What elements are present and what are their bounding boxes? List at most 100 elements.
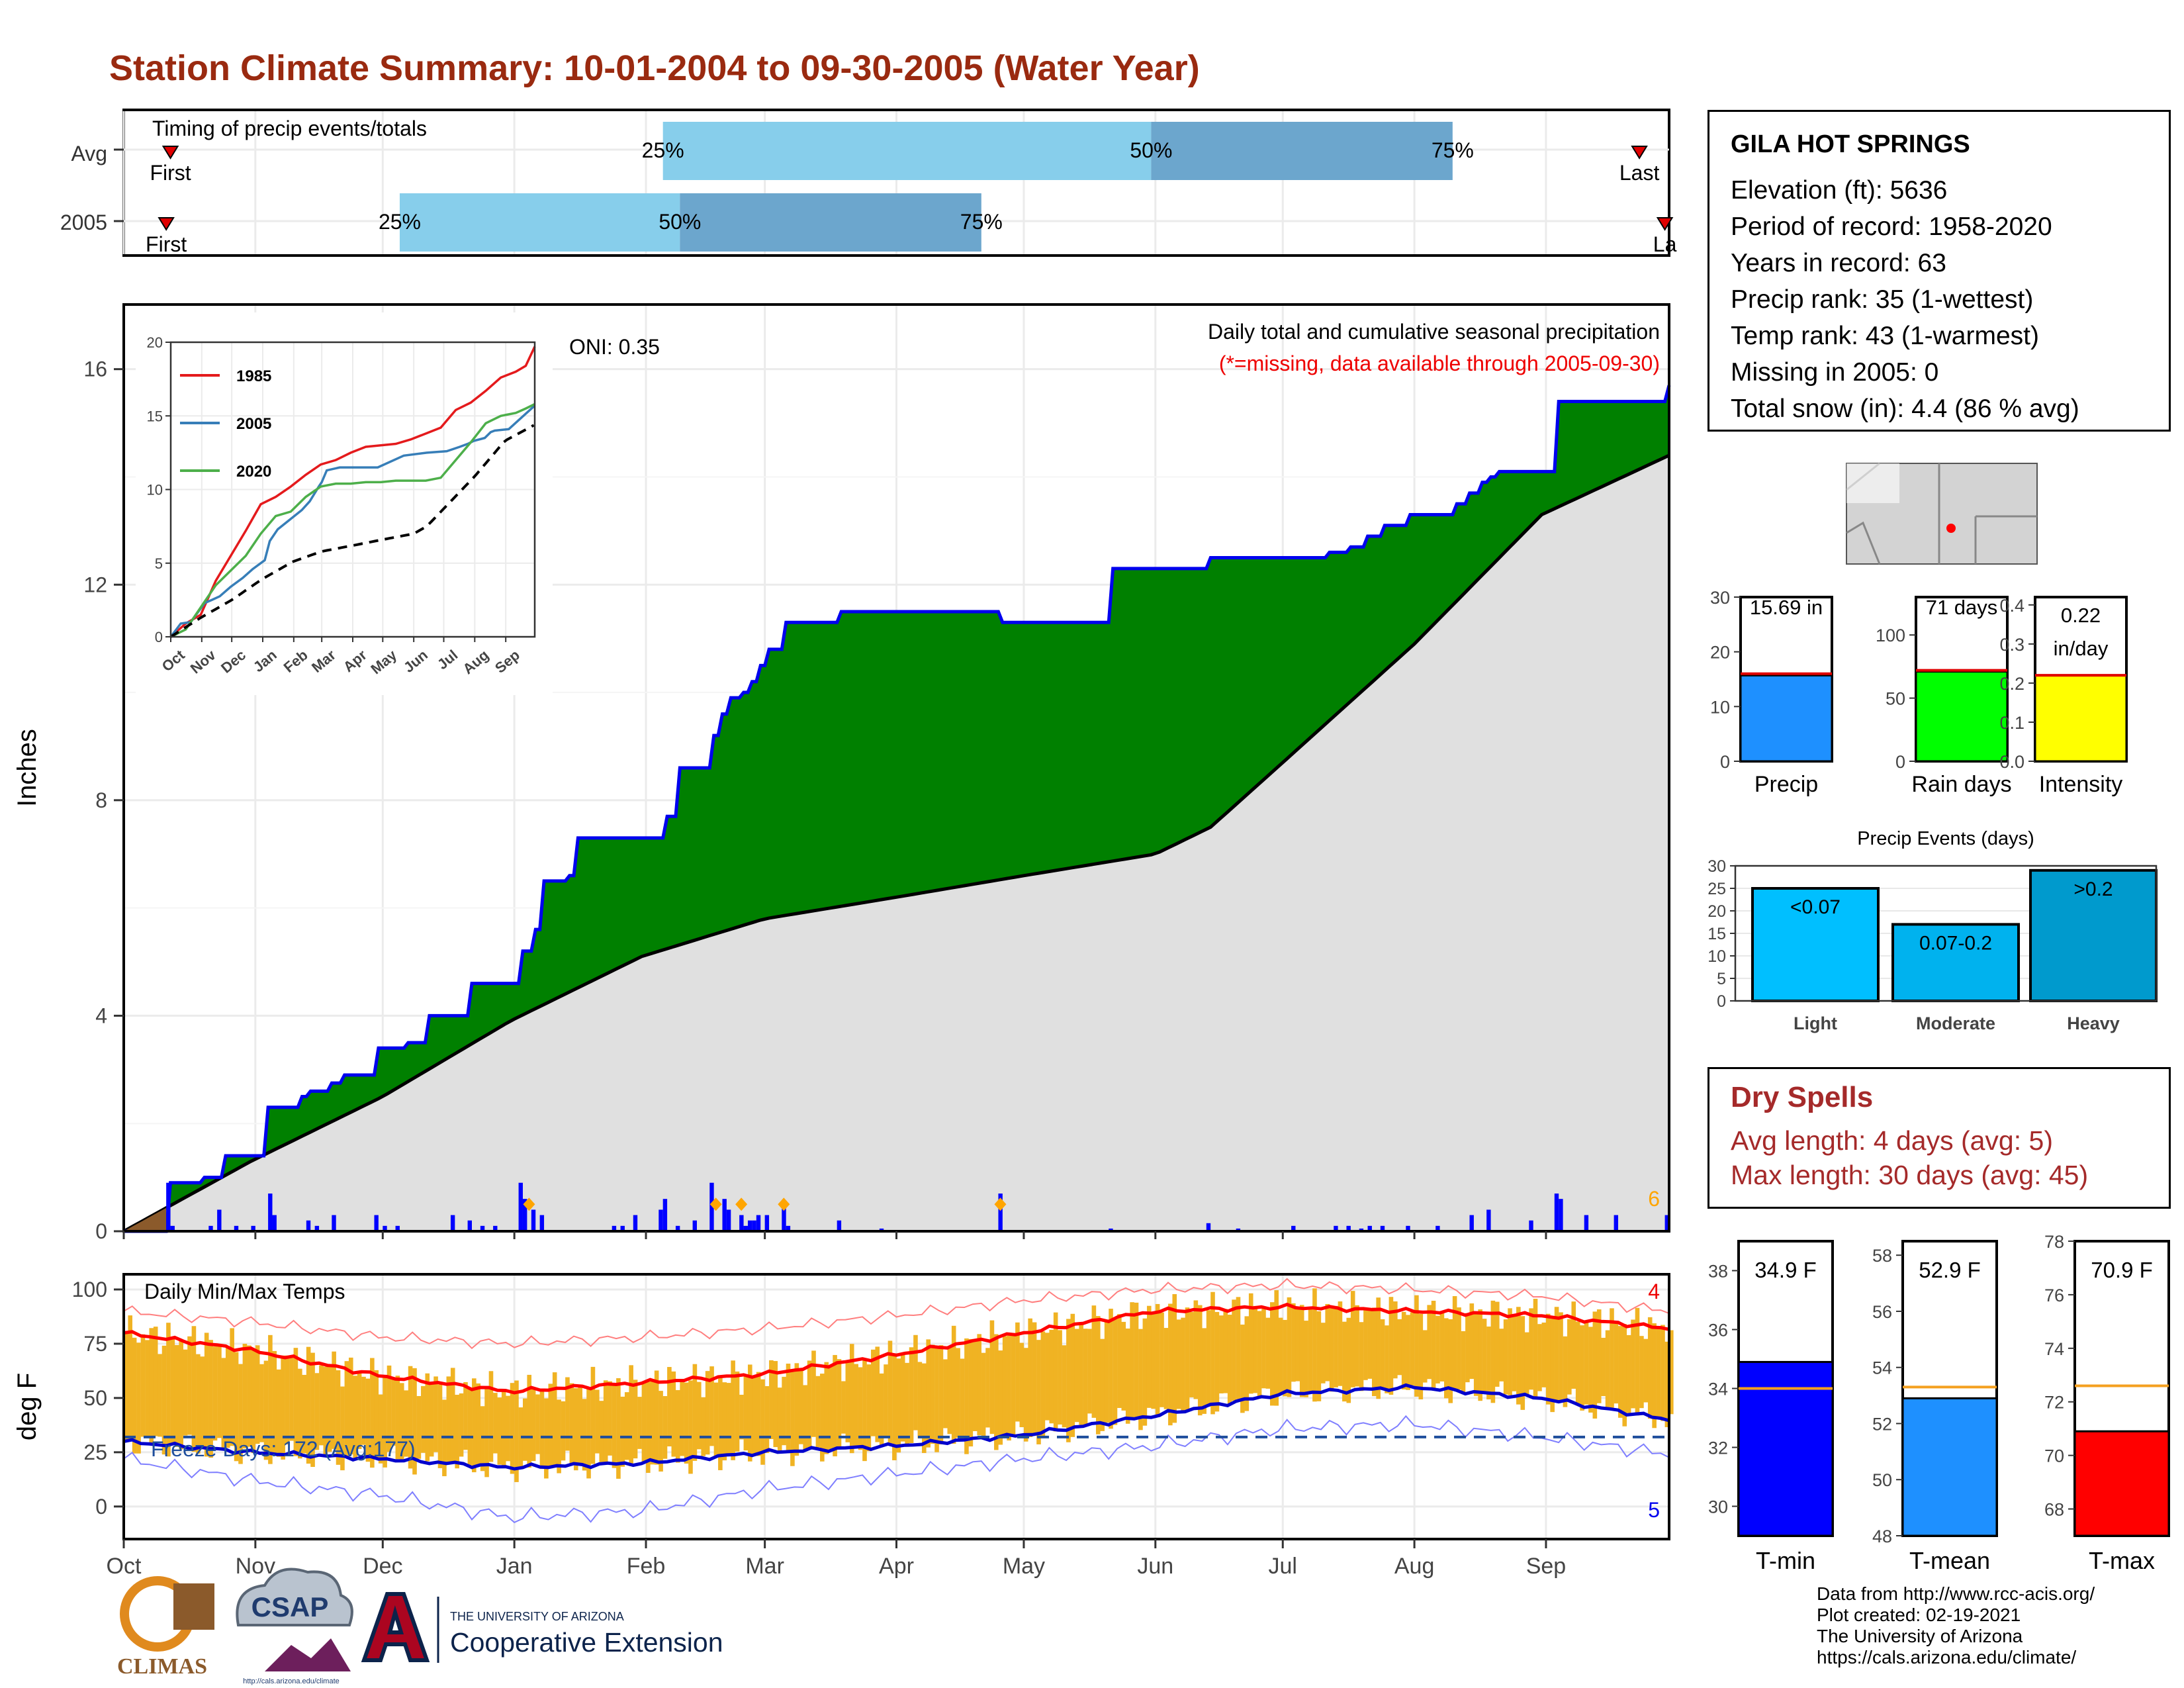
totals-y-tick-label: 10 xyxy=(1710,697,1730,717)
temp-summary-y-tick-label: 50 xyxy=(1872,1470,1892,1490)
daily-temp-range-bar xyxy=(989,1320,995,1434)
timing-q50-q75-bar xyxy=(1151,122,1453,180)
daily-temp-range-bar xyxy=(917,1362,923,1439)
daily-precip-bar xyxy=(234,1225,239,1231)
precip-chart-subtitle: (*=missing, data available through 2005-… xyxy=(1219,352,1660,375)
daily-precip-bar xyxy=(1406,1225,1410,1231)
inset-y-tick-label: 15 xyxy=(147,408,163,424)
daily-temp-range-bar xyxy=(590,1366,596,1464)
daily-temp-range-bar xyxy=(782,1376,786,1446)
daily-temp-range-bar xyxy=(1486,1326,1491,1399)
intensity-unit-label: in/day xyxy=(2054,637,2109,660)
daily-precip-bar xyxy=(879,1228,884,1231)
daily-temp-range-bar xyxy=(459,1393,464,1457)
daily-temp-range-bar xyxy=(1575,1321,1580,1405)
daily-temp-range-bar xyxy=(994,1334,999,1450)
temp-summary-y-tick-label: 38 xyxy=(1708,1262,1728,1282)
daily-temp-range-bar xyxy=(319,1365,324,1446)
daily-temp-range-bar xyxy=(739,1394,744,1440)
daily-temp-range-bar xyxy=(1261,1307,1266,1389)
oni-label: ONI: 0.35 xyxy=(569,335,660,359)
daily-temp-range-bar xyxy=(752,1376,756,1455)
climas-wordmark: CLIMAS xyxy=(117,1654,207,1679)
daily-temp-range-bar xyxy=(1011,1333,1016,1437)
daily-temp-range-bar xyxy=(972,1339,978,1431)
events-bar-label: >0.2 xyxy=(2073,878,2113,900)
daily-temp-range-bar xyxy=(709,1366,714,1446)
daily-temp-range-bar xyxy=(1508,1308,1512,1395)
daily-temp-range-bar xyxy=(1299,1305,1304,1397)
daily-temp-range-bar xyxy=(408,1366,413,1469)
daily-temp-range-bar xyxy=(174,1344,179,1447)
daily-temp-range-bar xyxy=(837,1359,842,1448)
timing-quartile-label: 50% xyxy=(1130,138,1172,162)
daily-temp-range-bar xyxy=(849,1344,854,1454)
daily-precip-bar xyxy=(659,1209,663,1231)
daily-temp-range-bar xyxy=(1291,1303,1296,1382)
daily-temp-range-bar xyxy=(833,1354,837,1457)
daily-temp-range-bar xyxy=(353,1376,358,1460)
daily-temp-range-bar xyxy=(968,1338,974,1447)
daily-temp-range-bar xyxy=(1160,1312,1164,1407)
daily-temp-range-bar xyxy=(811,1350,816,1437)
daily-temp-range-bar xyxy=(981,1352,986,1438)
daily-temp-range-bar xyxy=(501,1389,506,1467)
temp-summary-category-label: T-max xyxy=(2089,1547,2155,1574)
daily-temp-range-bar xyxy=(1614,1321,1619,1404)
daily-temp-range-bar xyxy=(659,1391,663,1472)
daily-precip-bar xyxy=(1346,1225,1351,1231)
daily-temp-range-bar xyxy=(798,1370,803,1444)
daily-temp-range-bar xyxy=(293,1348,298,1456)
daily-precip-bar xyxy=(692,1220,697,1231)
temp-y-tick-label: 0 xyxy=(95,1495,107,1519)
station-info-box: GILA HOT SPRINGS Elevation (ft): 5636 Pe… xyxy=(1707,110,2171,432)
daily-temp-range-bar xyxy=(637,1397,642,1449)
daily-precip-bar xyxy=(1380,1225,1385,1231)
daily-temp-range-bar xyxy=(1524,1332,1529,1395)
station-precip-rank: Precip rank: 35 (1-wettest) xyxy=(1731,285,2034,314)
daily-precip-bar xyxy=(251,1225,255,1231)
daily-temp-range-bar xyxy=(616,1378,621,1479)
daily-precip-bar xyxy=(739,1215,744,1231)
daily-temp-range-bar xyxy=(361,1376,366,1445)
daily-temp-range-bar xyxy=(1605,1330,1610,1408)
precip-y-tick-label: 0 xyxy=(95,1219,107,1243)
daily-temp-range-bar xyxy=(230,1328,234,1446)
daily-temp-range-bar xyxy=(208,1340,213,1458)
csap-wordmark: CSAP xyxy=(251,1591,329,1622)
daily-temp-range-bar xyxy=(1444,1318,1449,1399)
daily-temp-range-bar xyxy=(1287,1297,1292,1397)
daily-temp-range-bar xyxy=(1461,1331,1466,1395)
snow-marker xyxy=(735,1197,748,1211)
daily-temp-range-bar xyxy=(1639,1336,1644,1409)
daily-temp-range-bar xyxy=(544,1398,549,1479)
avg-tmin-line xyxy=(123,1383,1670,1471)
daily-temp-range-bar xyxy=(1066,1319,1071,1442)
temp-summary-y-tick-label: 78 xyxy=(2044,1232,2064,1252)
totals-y-tick-label: 0.0 xyxy=(1999,752,2025,772)
daily-temp-range-bar xyxy=(1109,1308,1113,1429)
daily-precip-bar xyxy=(1435,1225,1440,1231)
daily-precip-bar xyxy=(332,1215,336,1231)
daily-precip-bar xyxy=(395,1225,400,1231)
daily-temp-range-bar xyxy=(1618,1326,1623,1418)
daily-precip-bar xyxy=(1664,1215,1669,1231)
daily-temp-range-bar xyxy=(956,1348,960,1438)
daily-temp-range-bar xyxy=(387,1365,392,1452)
daily-temp-range-bar xyxy=(136,1342,141,1454)
daily-temp-range-bar xyxy=(1223,1309,1228,1393)
map-corner xyxy=(1846,463,1899,503)
snow-marker xyxy=(709,1197,722,1211)
daily-temp-range-bar xyxy=(1244,1316,1250,1411)
daily-temp-range-bar xyxy=(1265,1317,1271,1389)
daily-temp-range-bar xyxy=(1346,1317,1351,1403)
daily-temp-range-bar xyxy=(1661,1325,1665,1421)
daily-temp-range-bar xyxy=(1130,1302,1134,1421)
daily-precip-bar xyxy=(620,1225,625,1231)
precip-corner-label: 6 xyxy=(1648,1187,1660,1211)
daily-temp-range-bar xyxy=(1550,1319,1555,1413)
daily-temp-range-bar xyxy=(1197,1305,1203,1416)
daily-temp-range-bar xyxy=(1478,1309,1482,1401)
csap-cloud xyxy=(236,1568,353,1626)
